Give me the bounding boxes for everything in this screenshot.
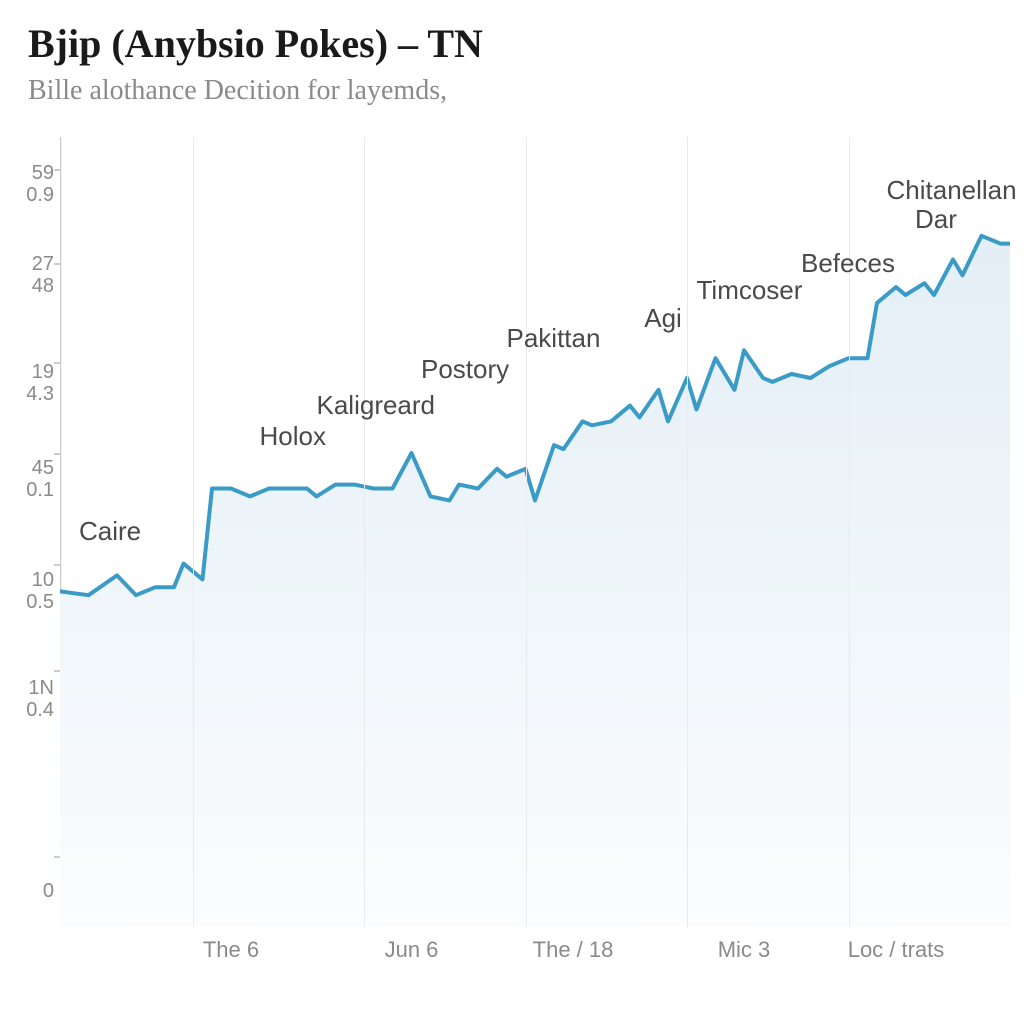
- y-axis-label: 100.5: [26, 569, 54, 613]
- y-axis-label: 0: [43, 880, 54, 902]
- annotation-label: Chitanellan: [887, 175, 1017, 206]
- plot-area: Caire HoloxKaligreard PostoryPakittan Agi Ti…: [60, 137, 1010, 927]
- x-axis-label: The / 18: [533, 937, 614, 963]
- annotation-label: Timcoser: [697, 275, 803, 306]
- annotation-label: Agi: [644, 303, 682, 334]
- y-tick: [54, 263, 60, 265]
- y-tick: [54, 169, 60, 171]
- annotation-label: Holox: [260, 421, 326, 452]
- y-axis-label: 1N0.4: [26, 677, 54, 721]
- gridline: [193, 137, 194, 927]
- annotation-label: Kaligreard: [317, 390, 436, 421]
- annotation-label: Caire: [79, 516, 141, 547]
- y-axis-label: 194.3: [26, 361, 54, 405]
- x-axis-label: Jun 6: [385, 937, 439, 963]
- y-axis: 590.9 2748 194.3 450.1 100.5 1N0.4 0: [10, 137, 60, 967]
- gridline: [364, 137, 365, 927]
- annotation-label: Pakittan: [507, 323, 601, 354]
- y-tick: [54, 362, 60, 364]
- y-axis-label: 450.1: [26, 457, 54, 501]
- chart-title: Bjip (Anybsio Pokes) – TN: [10, 20, 1024, 67]
- y-tick: [54, 453, 60, 455]
- chart-container: 590.9 2748 194.3 450.1 100.5 1N0.4 0 Caire Holo…: [10, 137, 1010, 967]
- x-axis-label: Mic 3: [718, 937, 771, 963]
- annotation-label: Befeces: [801, 248, 895, 279]
- y-tick: [54, 564, 60, 566]
- chart-subtitle: Bille alothance Decition for layemds,: [10, 75, 1024, 107]
- annotation-label: Dar: [915, 204, 957, 235]
- y-axis-label: 2748: [32, 253, 54, 297]
- gridline: [687, 137, 688, 927]
- y-axis-label: 590.9: [26, 162, 54, 206]
- y-tick: [54, 856, 60, 858]
- annotation-label: Postory: [421, 354, 509, 385]
- y-tick: [54, 670, 60, 672]
- x-axis-label: The 6: [203, 937, 259, 963]
- x-axis: The 6 Jun 6 The / 18 Mic 3 Loc / trats: [60, 927, 1010, 967]
- x-axis-label: Loc / trats: [848, 937, 945, 963]
- gridline: [526, 137, 527, 927]
